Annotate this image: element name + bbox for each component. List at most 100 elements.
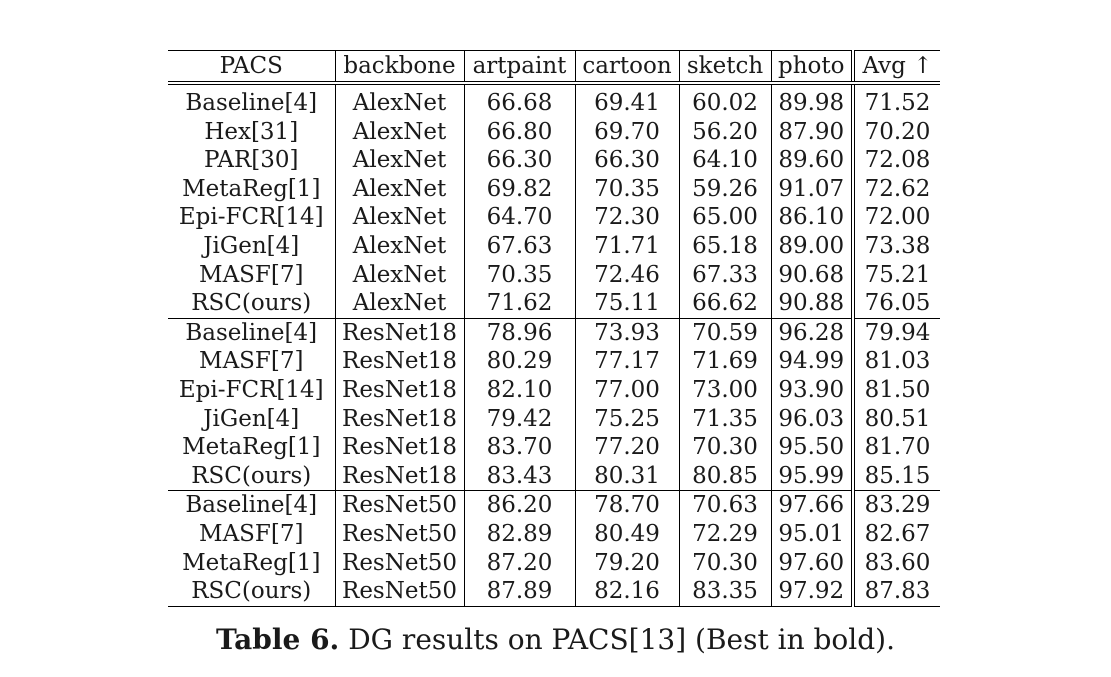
cell-method: Epi-FCR[14] (178, 204, 324, 231)
table-row: Epi-FCR[14] ResNet18 82.10 77.00 73.00 93.90 8… (168, 375, 940, 405)
cell-avg: 83.60 (851, 548, 940, 578)
cell-artpaint: 64.70 (463, 203, 575, 232)
cell-avg: 85.15 (851, 461, 940, 491)
cell-avg: 79.94 (851, 317, 940, 348)
cell-backbone: ResNet50 (334, 577, 464, 607)
cell-photo: 95.01 (770, 519, 853, 549)
header-row: PACS backbone artpaint cartoon sketch ph… (168, 50, 940, 85)
cell-cartoon: 69.41 (574, 89, 679, 118)
header-artpaint: artpaint (463, 50, 575, 85)
cell-photo: 91.07 (770, 174, 853, 204)
cell-cartoon: 78.70 (574, 490, 679, 520)
cell-sketch: 66.62 (678, 289, 771, 319)
cell-backbone: ResNet18 (334, 461, 464, 491)
cell-avg: 70.20 (851, 117, 940, 147)
cell-artpaint: 87.20 (463, 548, 575, 578)
cell-backbone: AlexNet (334, 146, 464, 175)
cell-photo: 86.10 (770, 203, 853, 232)
cell-cartoon: 72.30 (574, 203, 679, 232)
header-spacer (168, 83, 940, 89)
cell-photo: 90.88 (770, 289, 853, 319)
cell-method: Baseline[4] (168, 490, 335, 520)
cell-backbone: AlexNet (334, 289, 464, 319)
cell-backbone: ResNet18 (334, 404, 464, 434)
cell-avg: 80.51 (851, 404, 940, 434)
cell-artpaint: 69.82 (463, 174, 575, 204)
table-row: MASF[7] AlexNet 70.35 72.46 67.33 90.68 75.21 (168, 260, 940, 290)
table-row: JiGen[4] ResNet18 79.42 75.25 71.35 96.03 80.5… (168, 404, 940, 434)
cell-method: RSC(ours) (191, 462, 312, 489)
table-caption: Table 6. DG results on PACS[13] (Best in… (0, 622, 1111, 658)
cell-photo: 97.60 (770, 548, 853, 578)
cell-sketch: 67.33 (678, 260, 771, 290)
cell-avg: 71.52 (851, 89, 940, 118)
cell-method: Baseline[4] (185, 90, 318, 116)
cell-photo: 89.00 (770, 231, 853, 261)
table-row: Baseline[4] AlexNet 66.68 69.41 60.02 89.98 71… (168, 89, 940, 118)
cell-sketch: 71.69 (678, 347, 771, 376)
cell-artpaint: 71.62 (463, 289, 575, 319)
cell-avg: 81.70 (851, 433, 940, 462)
cell-cartoon: 66.30 (574, 146, 679, 175)
cell-sketch: 80.85 (678, 461, 771, 491)
cell-cartoon: 80.49 (574, 519, 679, 549)
cell-artpaint: 80.29 (463, 347, 575, 376)
cell-backbone: ResNet18 (334, 433, 464, 462)
cell-sketch: 59.26 (678, 174, 771, 204)
cell-cartoon: 80.31 (574, 461, 679, 491)
cell-method: RSC(ours) (191, 290, 312, 317)
cell-artpaint: 67.63 (463, 231, 575, 261)
cell-backbone: AlexNet (334, 117, 464, 147)
cell-method: PAR[30] (203, 147, 299, 174)
cell-cartoon: 72.46 (574, 260, 679, 290)
caption-label: Table 6. (216, 623, 340, 656)
cell-sketch: 70.59 (678, 317, 771, 348)
cell-backbone: AlexNet (334, 260, 464, 290)
cell-cartoon: 77.17 (574, 347, 679, 376)
cell-sketch: 60.02 (678, 89, 771, 118)
table-row: MetaReg[1] ResNet50 87.20 79.20 70.30 97.60 83… (168, 548, 940, 578)
cell-backbone: ResNet50 (334, 519, 464, 549)
cell-artpaint: 66.30 (463, 146, 575, 175)
header-sketch: sketch (678, 50, 771, 85)
header-pacs: PACS (168, 50, 335, 85)
table-row: MASF[7] ResNet18 80.29 77.17 71.69 94.99 81.03 (168, 347, 940, 376)
cell-cartoon: 77.20 (574, 433, 679, 462)
table-row: MetaReg[1] AlexNet 69.82 70.35 59.26 91.07 72.… (168, 174, 940, 204)
cell-artpaint: 83.70 (463, 433, 575, 462)
table-row: RSC(ours) AlexNet 71.62 75.11 66.62 90.88 76.0… (168, 289, 940, 319)
table-row: MetaReg[1] ResNet18 83.70 77.20 70.30 95.50 81… (168, 433, 940, 462)
cell-sketch: 73.00 (678, 375, 771, 405)
cell-backbone: ResNet18 (334, 347, 464, 376)
cell-photo: 93.90 (770, 375, 853, 405)
cell-artpaint: 70.35 (463, 260, 575, 290)
header-avg: Avg ↑ (851, 50, 940, 85)
results-table: PACS backbone artpaint cartoon sketch ph… (168, 50, 940, 607)
table-row: Baseline[4] ResNet18 78.96 73.93 70.59 96.28 7… (168, 317, 940, 348)
table-row: Hex[31] AlexNet 66.80 69.70 56.20 87.90 70.20 (168, 117, 940, 147)
cell-avg: 81.50 (851, 375, 940, 405)
cell-cartoon: 82.16 (574, 577, 679, 607)
cell-artpaint: 87.89 (463, 577, 575, 607)
cell-method: Epi-FCR[14] (178, 376, 324, 403)
cell-sketch: 56.20 (678, 117, 771, 147)
table-row: MASF[7] ResNet50 82.89 80.49 72.29 95.01 82.67 (168, 519, 940, 549)
cell-artpaint: 82.89 (463, 519, 575, 549)
cell-avg: 72.08 (851, 146, 940, 175)
cell-backbone: AlexNet (334, 174, 464, 204)
cell-method: Hex[31] (204, 118, 299, 145)
cell-method: MetaReg[1] (182, 175, 321, 202)
cell-backbone: ResNet50 (334, 548, 464, 578)
cell-cartoon: 71.71 (574, 231, 679, 261)
cell-sketch: 72.29 (678, 519, 771, 549)
cell-avg: 72.00 (851, 203, 940, 232)
cell-avg: 81.03 (851, 347, 940, 376)
cell-cartoon: 75.25 (574, 404, 679, 434)
cell-method: Baseline[4] (168, 317, 335, 348)
cell-photo: 97.92 (770, 577, 853, 607)
cell-sketch: 70.30 (678, 433, 771, 462)
cell-sketch: 64.10 (678, 146, 771, 175)
table-row: Baseline[4] ResNet50 86.20 78.70 70.63 97.66 8… (168, 490, 940, 520)
cell-backbone: AlexNet (334, 231, 464, 261)
cell-cartoon: 77.00 (574, 375, 679, 405)
